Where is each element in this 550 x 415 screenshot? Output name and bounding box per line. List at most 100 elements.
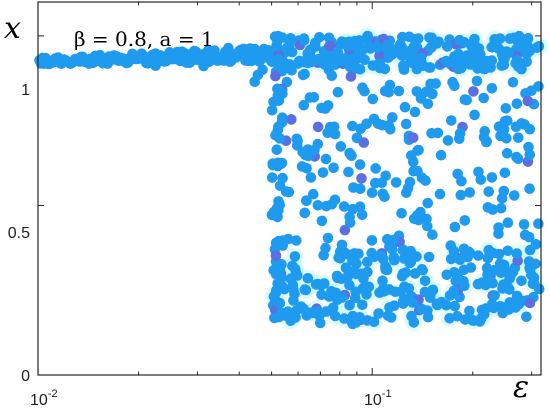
data-point-861 [399,281,410,293]
data-point-194 [483,186,495,197]
data-point-813 [343,36,355,48]
data-point-718 [377,188,389,200]
data-point-818 [487,247,499,259]
data-point-624 [519,229,531,241]
data-point-603 [501,133,512,144]
data-point-802 [510,121,522,133]
data-point-605 [513,30,525,42]
data-point-618 [434,188,446,200]
data-point-743 [493,222,504,233]
data-point-785 [458,264,470,276]
data-point-200 [302,273,314,284]
data-point-575 [339,224,351,236]
data-point-815 [427,229,438,240]
data-point-740 [398,60,409,71]
data-point-767 [353,248,364,260]
data-point-769 [373,308,384,319]
data-point-246 [495,202,507,214]
data-point-821 [473,166,484,178]
axis-ticks [37,2,541,376]
data-point-555 [404,257,416,269]
data-point-449 [328,121,340,133]
data-point-375 [411,86,423,97]
data-point-888 [271,40,282,51]
data-point-732 [401,187,412,199]
data-point-724 [432,127,444,139]
data-point-910 [270,70,281,82]
data-point-875 [524,123,536,135]
data-point-886 [296,161,308,172]
data-point-676 [374,50,385,62]
data-point-766 [409,33,420,45]
data-point-822 [526,85,537,96]
data-point-833 [524,262,535,274]
x-tick-base-0: 10 [30,392,48,409]
data-point-448 [335,141,347,152]
data-point-699 [480,303,492,314]
data-point-602 [345,149,357,161]
data-point-841 [420,175,431,186]
data-point-551 [419,275,431,287]
data-point-534 [495,301,506,312]
data-point-543 [452,168,464,180]
data-point-695 [336,239,348,251]
data-point-885 [333,252,345,263]
data-point-487 [390,177,402,188]
data-point-870 [441,55,452,67]
data-point-754 [359,85,370,97]
data-point-788 [522,33,534,44]
data-point-549 [432,299,443,311]
data-point-824 [389,286,401,298]
data-point-516 [329,194,341,206]
data-point-850 [382,39,393,51]
data-point-639 [442,135,454,146]
data-point-883 [408,165,419,177]
data-point-804 [332,86,344,98]
data-point-847 [469,33,480,45]
data-point-759 [286,114,297,125]
data-point-388 [367,93,379,105]
data-point-742 [398,244,409,256]
data-point-758 [388,234,399,246]
data-point-727 [504,33,516,44]
data-point-597 [435,149,447,161]
data-point-863 [509,190,520,201]
data-point-719 [452,62,463,73]
data-point-693 [464,187,476,198]
data-point-563 [533,283,545,295]
data-point-505 [441,300,452,311]
data-point-919 [274,263,286,275]
data-point-762 [285,315,296,327]
y-axis-label: x [4,11,21,46]
data-point-872 [327,58,339,70]
data-point-658 [347,120,358,132]
data-point-814 [524,297,536,309]
data-point-421 [461,94,473,106]
x-tick-label-0: 10-2 [30,388,58,409]
data-point-568 [288,295,299,306]
plot-frame [37,1,542,376]
data-point-768 [333,51,345,62]
data-point-426 [446,115,457,126]
data-point-632 [340,262,352,274]
data-point-621 [511,98,523,109]
data-point-507 [291,235,302,246]
data-point-932 [270,130,281,141]
data-point-865 [425,291,436,302]
data-point-432 [314,32,325,43]
data-point-799 [413,144,424,156]
data-point-832 [404,176,416,188]
data-point-922 [277,112,288,123]
data-point-774 [358,282,370,293]
data-point-623 [320,153,332,165]
data-point-622 [398,295,409,306]
data-point-429 [344,279,355,291]
data-point-680 [482,269,493,280]
data-point-690 [430,78,442,89]
data-point-860 [514,59,526,71]
x-tick-exp-1: -1 [382,388,392,400]
data-point-789 [474,316,486,327]
data-point-418 [501,148,513,159]
data-point-541 [503,282,514,294]
